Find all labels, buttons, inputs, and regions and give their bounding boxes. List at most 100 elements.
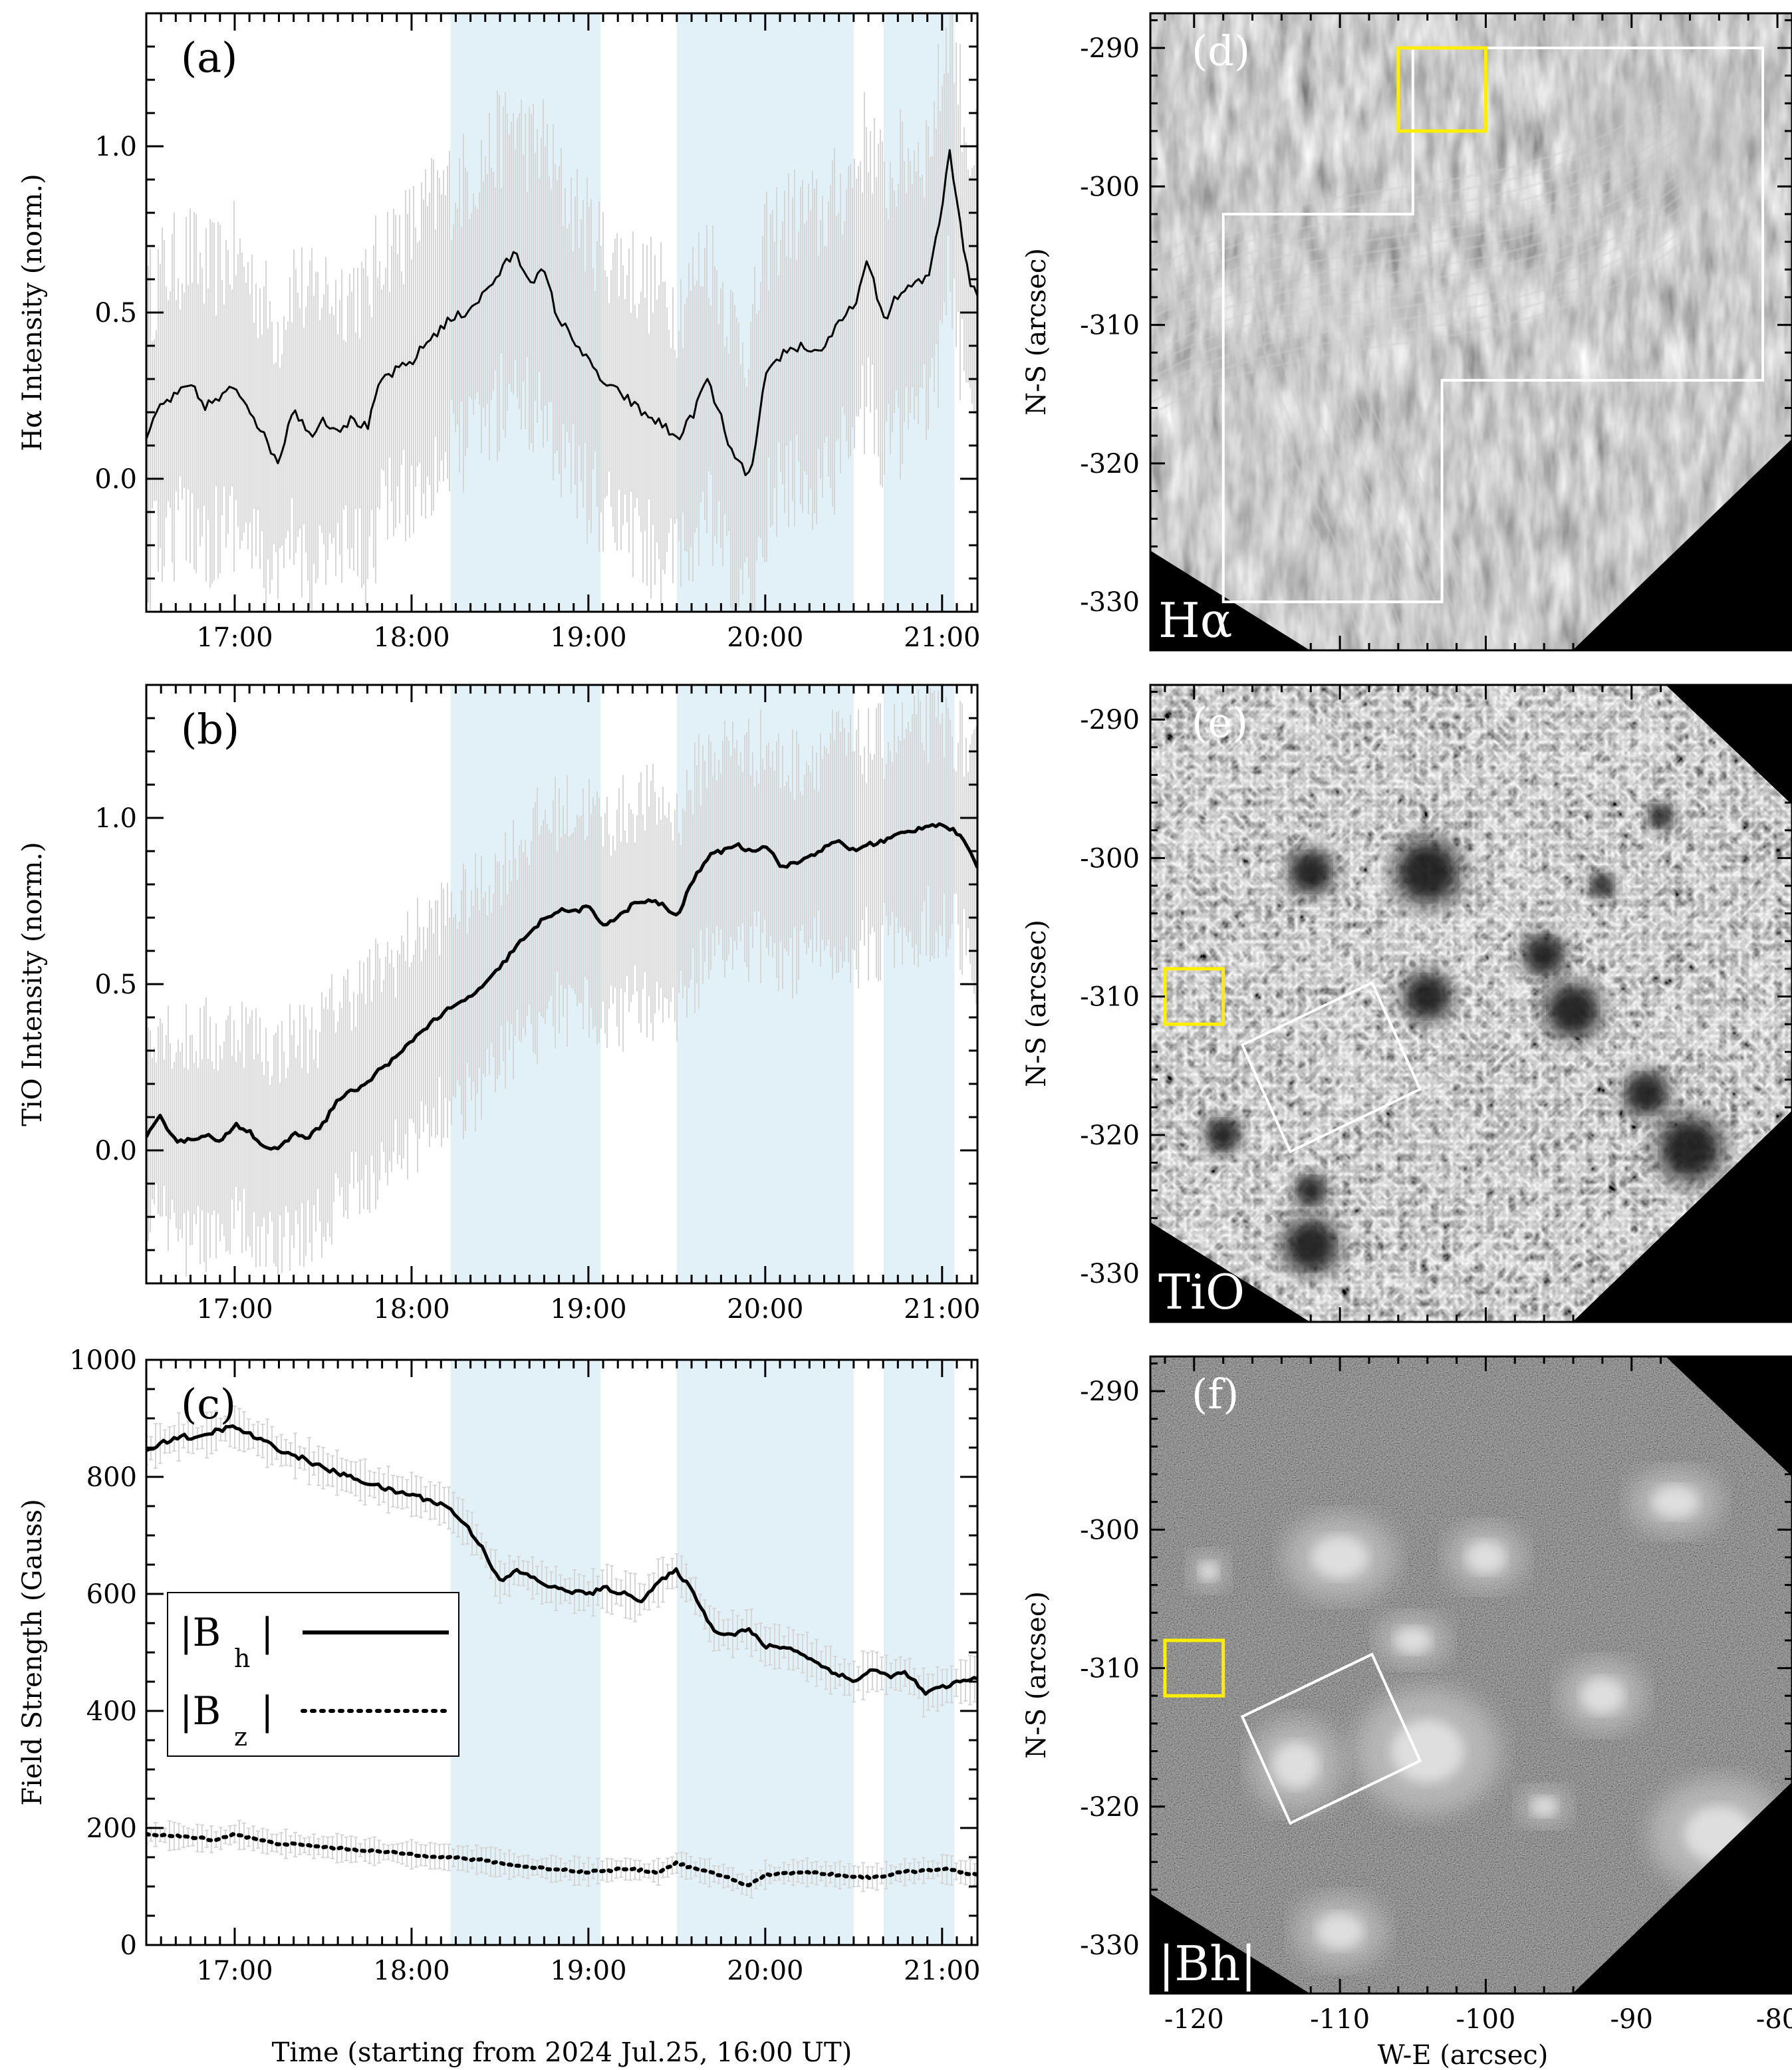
x-tick-label: 20:00 (727, 622, 803, 653)
legend: |B h | |B z | (167, 1592, 459, 1757)
y-tick-label: 1.0 (94, 803, 137, 834)
x-ticks (145, 685, 973, 1283)
y-tick-label: -330 (1080, 1930, 1140, 1961)
image-panel-d: -290 -300 -310 -320 -330 N-S (arcsec) (d) Hα (1021, 12, 1792, 652)
panel-label: (a) (181, 33, 237, 82)
fibril (1150, 157, 1684, 332)
fibril (1150, 229, 1684, 404)
pore (1400, 845, 1454, 899)
pore (1297, 1177, 1325, 1204)
region-box-white (1221, 47, 1765, 604)
panel-label: (f) (1192, 1370, 1239, 1418)
x-ticks (145, 1360, 973, 1945)
ns-axis-title: N-S (arcsec) (1021, 920, 1052, 1087)
time-series-panels: 17:00 18:00 19:00 20:00 21:00 0.0 0.5 1.0 Hα Int… (17, 12, 980, 1986)
image-area (1150, 13, 1792, 650)
legend-label-tail: | (261, 1688, 274, 1734)
legend-subscript: z (234, 1722, 247, 1751)
fov-corner (1573, 1782, 1792, 1994)
fibril (1243, 332, 1379, 650)
y-tick-label: -300 (1080, 1515, 1140, 1545)
y-tick-label: -310 (1080, 311, 1140, 341)
fibril (1287, 332, 1423, 650)
pore (1650, 805, 1672, 827)
x-tick-label: 18:00 (373, 1294, 449, 1325)
plot-area (146, 685, 977, 1283)
image-channel-label: TiO (1158, 1264, 1245, 1320)
x-tick-label: 21:00 (904, 1294, 980, 1325)
pore (1527, 938, 1562, 973)
fibril (1150, 145, 1684, 321)
y-ticks (146, 684, 977, 1285)
y-tick-label: -310 (1080, 1654, 1140, 1684)
legend-subscript: h (234, 1644, 250, 1673)
bright-region (1277, 273, 1423, 339)
x-tick-label: -90 (1610, 2004, 1653, 2035)
fov-corner (1666, 685, 1792, 805)
series-line-dotted (146, 1831, 977, 1888)
x-tick-label: -100 (1456, 2004, 1515, 2035)
image-frame (1149, 1355, 1792, 1995)
fibril (1150, 169, 1684, 344)
y-tick-label: -300 (1080, 843, 1140, 874)
panel-label: (c) (181, 1380, 236, 1428)
panel-label: (e) (1192, 698, 1248, 747)
y-axis-title: Hα Intensity (norm.) (17, 174, 48, 451)
field-core (1466, 1540, 1506, 1574)
x-tick-label: -80 (1756, 2004, 1792, 2035)
image-channel-label: |Bh| (1158, 1936, 1257, 1992)
x-tick-label: 21:00 (904, 1956, 980, 1986)
image-ticks (1150, 1357, 1792, 1994)
region-box-yellow (1396, 46, 1487, 133)
x-tick-label: 18:00 (373, 622, 449, 653)
fibril (1150, 181, 1684, 356)
fov-corner (1666, 1357, 1792, 1476)
x-tick-label: 17:00 (196, 622, 273, 653)
fov-corner (1573, 1110, 1792, 1322)
pore (1288, 1223, 1334, 1269)
pore (1208, 1120, 1238, 1150)
fov-corner (1150, 1894, 1310, 1994)
y-tick-label: -330 (1080, 1259, 1140, 1289)
y-tick-label: 0.0 (94, 464, 137, 495)
legend-label: |B (180, 1610, 221, 1655)
x-tick-label: 19:00 (550, 1294, 626, 1325)
pore (1292, 853, 1330, 891)
field-core (1652, 1485, 1699, 1519)
fibril (1317, 332, 1452, 650)
fibril (1258, 332, 1394, 650)
image-panel-e: -290 -300 -310 -320 -330 N-S (arcsec) (e) TiO (1021, 684, 1792, 1323)
x-tick-label: 17:00 (196, 1294, 273, 1325)
panel-label: (d) (1192, 27, 1250, 75)
chart-panel-b: 17:00 18:00 19:00 20:00 21:00 0.0 0.5 1.0 TiO In… (17, 684, 980, 1325)
plot-area (146, 1360, 977, 1945)
pores (1200, 799, 1733, 1282)
x-tick-label: 17:00 (196, 1956, 273, 1986)
x-tick-label: -120 (1164, 2004, 1224, 2035)
x-tick-label: 19:00 (550, 1956, 626, 1986)
pore (1663, 1122, 1717, 1176)
field-core (1273, 1742, 1320, 1789)
region-box-white (1240, 981, 1422, 1154)
y-tick-label: -320 (1080, 449, 1140, 479)
image-area (1150, 685, 1792, 1322)
series-line-solid (146, 1424, 977, 1696)
image-ticks (1150, 13, 1792, 650)
fibril (1331, 332, 1467, 650)
fibril (1302, 332, 1438, 650)
pore (1627, 1075, 1665, 1112)
legend-box (167, 1592, 459, 1757)
y-tick-label: 200 (86, 1813, 137, 1844)
chart-panel-c: 17:00 18:00 19:00 20:00 21:00 0 200 400 600 800 10… (17, 1345, 980, 1986)
field-core (1317, 1912, 1364, 1950)
ns-axis-title: N-S (arcsec) (1021, 248, 1052, 416)
image-channel-label: Hα (1158, 592, 1232, 648)
fibril (1150, 241, 1684, 416)
y-tick-label: -320 (1080, 1120, 1140, 1151)
x-tick-label: -110 (1310, 2004, 1370, 2035)
field-core (1311, 1535, 1368, 1579)
y-tick-label: 0.5 (94, 970, 137, 1000)
fibril (1360, 332, 1496, 650)
y-tick-label: -320 (1080, 1792, 1140, 1823)
